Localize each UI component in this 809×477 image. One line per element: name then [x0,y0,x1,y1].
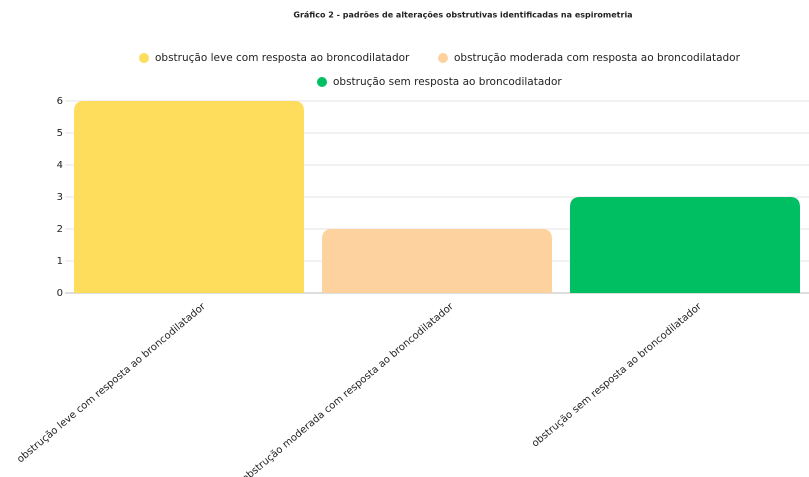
x-tick-label: obstrução sem resposta ao broncodilatado… [530,301,705,450]
bar [74,101,304,293]
bar [322,229,552,293]
chart-title: Gráfico 2 - padrões de alterações obstru… [293,11,632,20]
bar [570,197,800,293]
legend-label: obstrução sem resposta ao broncodilatado… [333,76,562,88]
y-tick-label: 6 [57,96,63,107]
legend-swatch [438,53,448,63]
y-tick-label: 3 [57,192,63,203]
legend-swatch [139,53,149,63]
y-tick-label: 4 [57,160,63,171]
x-tick-label: obstrução moderada com resposta ao bronc… [240,301,456,477]
y-tick-label: 5 [57,128,63,139]
legend-swatch [317,77,327,87]
y-tick-label: 2 [57,224,63,235]
legend-label: obstrução leve com resposta ao broncodil… [155,52,410,64]
y-tick-label: 0 [57,288,63,299]
x-tick-label: obstrução leve com resposta ao broncodil… [15,301,208,466]
legend-label: obstrução moderada com resposta ao bronc… [454,52,741,64]
y-tick-label: 1 [57,256,63,267]
